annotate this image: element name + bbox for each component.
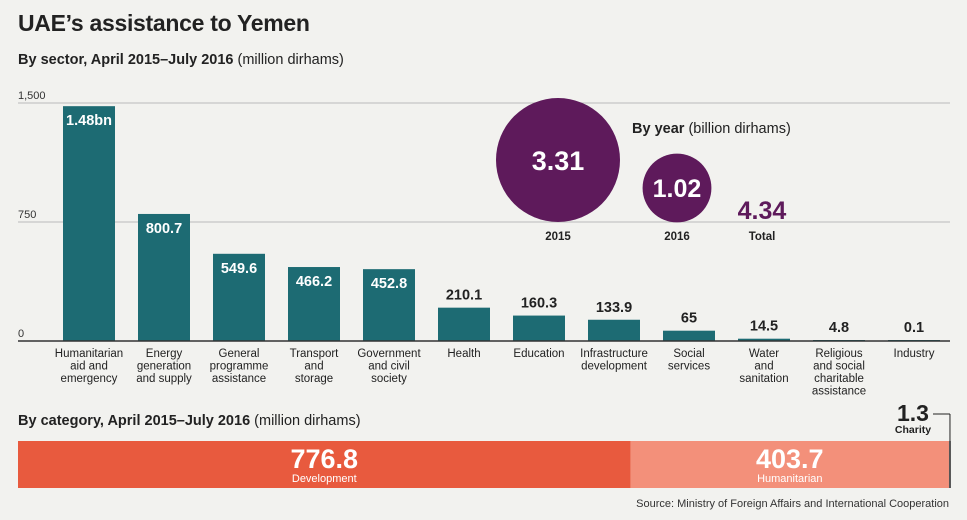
year-bubble-value: 3.31 — [532, 146, 585, 176]
category-label: society — [371, 373, 407, 385]
category-label: Transport — [290, 348, 340, 360]
category-label: emergency — [61, 373, 118, 385]
category-label: and civil — [368, 361, 410, 373]
segment-name: Development — [292, 473, 357, 485]
category-label: and — [304, 361, 323, 373]
category-label: Health — [447, 348, 480, 360]
category-label: assistance — [212, 373, 266, 385]
category-label: generation — [137, 361, 191, 373]
category-label: Water — [749, 348, 779, 360]
category-label: and supply — [136, 373, 192, 385]
category-label: Religious — [815, 348, 863, 360]
category-label: Social — [673, 348, 704, 360]
sector-bar — [513, 315, 565, 341]
bar-value-label: 800.7 — [146, 221, 182, 237]
sector-bar — [588, 319, 640, 341]
year-bubble — [496, 98, 620, 222]
year-heading: By year (billion dirhams) — [632, 121, 791, 137]
category-label: Government — [357, 348, 421, 360]
category-label: development — [581, 361, 648, 373]
source-note: Source: Ministry of Foreign Affairs and … — [636, 498, 949, 510]
year-bubble-value: 1.02 — [653, 175, 702, 203]
category-label: and — [754, 361, 773, 373]
year-heading-unit: (billion dirhams) — [688, 121, 790, 137]
segment-value: 403.7 — [756, 444, 824, 474]
sector-bar — [363, 269, 415, 341]
category-label: Infrastructure — [580, 348, 648, 360]
sector-bar — [288, 267, 340, 341]
bar-value-label: 14.5 — [750, 319, 778, 335]
bar-value-label: 65 — [681, 311, 697, 327]
category-segment — [948, 441, 951, 488]
total-label: Total — [749, 231, 776, 243]
sector-bar — [63, 106, 115, 341]
category-label: aid and — [70, 361, 108, 373]
bar-value-label: 4.8 — [829, 320, 849, 336]
sector-bar — [213, 253, 265, 341]
segment-name: Humanitarian — [757, 473, 822, 485]
bar-value-label: 466.2 — [296, 274, 332, 290]
category-segment — [18, 441, 631, 488]
bar-value-label: 549.6 — [221, 261, 257, 277]
category-label: Humanitarian — [55, 348, 123, 360]
category-heading-unit: (million dirhams) — [254, 413, 361, 429]
bar-value-label: 1.48bn — [66, 113, 112, 129]
sector-bar — [738, 338, 790, 341]
charity-label: Charity — [895, 424, 931, 436]
bar-value-label: 210.1 — [446, 288, 482, 304]
sector-heading-bold: By sector, April 2015–July 2016 — [18, 52, 234, 68]
category-label: and social — [813, 361, 865, 373]
category-label: assistance — [812, 386, 866, 398]
bar-value-label: 452.8 — [371, 276, 407, 292]
year-heading-bold: By year — [632, 121, 688, 137]
year-bubble — [642, 153, 712, 223]
total-value: 4.34 — [738, 197, 787, 225]
category-label: General — [219, 348, 260, 360]
y-tick-label: 0 — [18, 328, 24, 340]
year-label: 2015 — [545, 231, 571, 243]
chart-title: UAE’s assistance to Yemen — [18, 10, 310, 36]
category-label: charitable — [814, 373, 864, 385]
bar-value-label: 0.1 — [904, 320, 924, 336]
year-label: 2016 — [664, 231, 690, 243]
sector-bar — [438, 307, 490, 341]
bar-value-label: 160.3 — [521, 296, 557, 312]
sector-heading-unit: (million dirhams) — [237, 52, 344, 68]
category-heading-bold: By category, April 2015–July 2016 — [18, 413, 251, 429]
category-label: sanitation — [739, 373, 788, 385]
category-label: Industry — [894, 348, 935, 360]
category-segment — [630, 441, 949, 488]
segment-value: 776.8 — [291, 444, 359, 474]
sector-bar — [663, 330, 715, 341]
category-label: Energy — [146, 348, 183, 360]
sector-bar — [138, 213, 190, 341]
category-label: storage — [295, 373, 333, 385]
category-heading: By category, April 2015–July 2016 (milli… — [18, 413, 361, 429]
charity-value: 1.3 — [897, 400, 929, 426]
y-tick-label: 750 — [18, 209, 36, 221]
category-label: services — [668, 361, 710, 373]
sector-heading: By sector, April 2015–July 2016 (million… — [18, 52, 344, 68]
bar-value-label: 133.9 — [596, 300, 632, 316]
category-label: programme — [210, 361, 269, 373]
category-label: Education — [513, 348, 564, 360]
y-tick-label: 1,500 — [18, 90, 46, 102]
